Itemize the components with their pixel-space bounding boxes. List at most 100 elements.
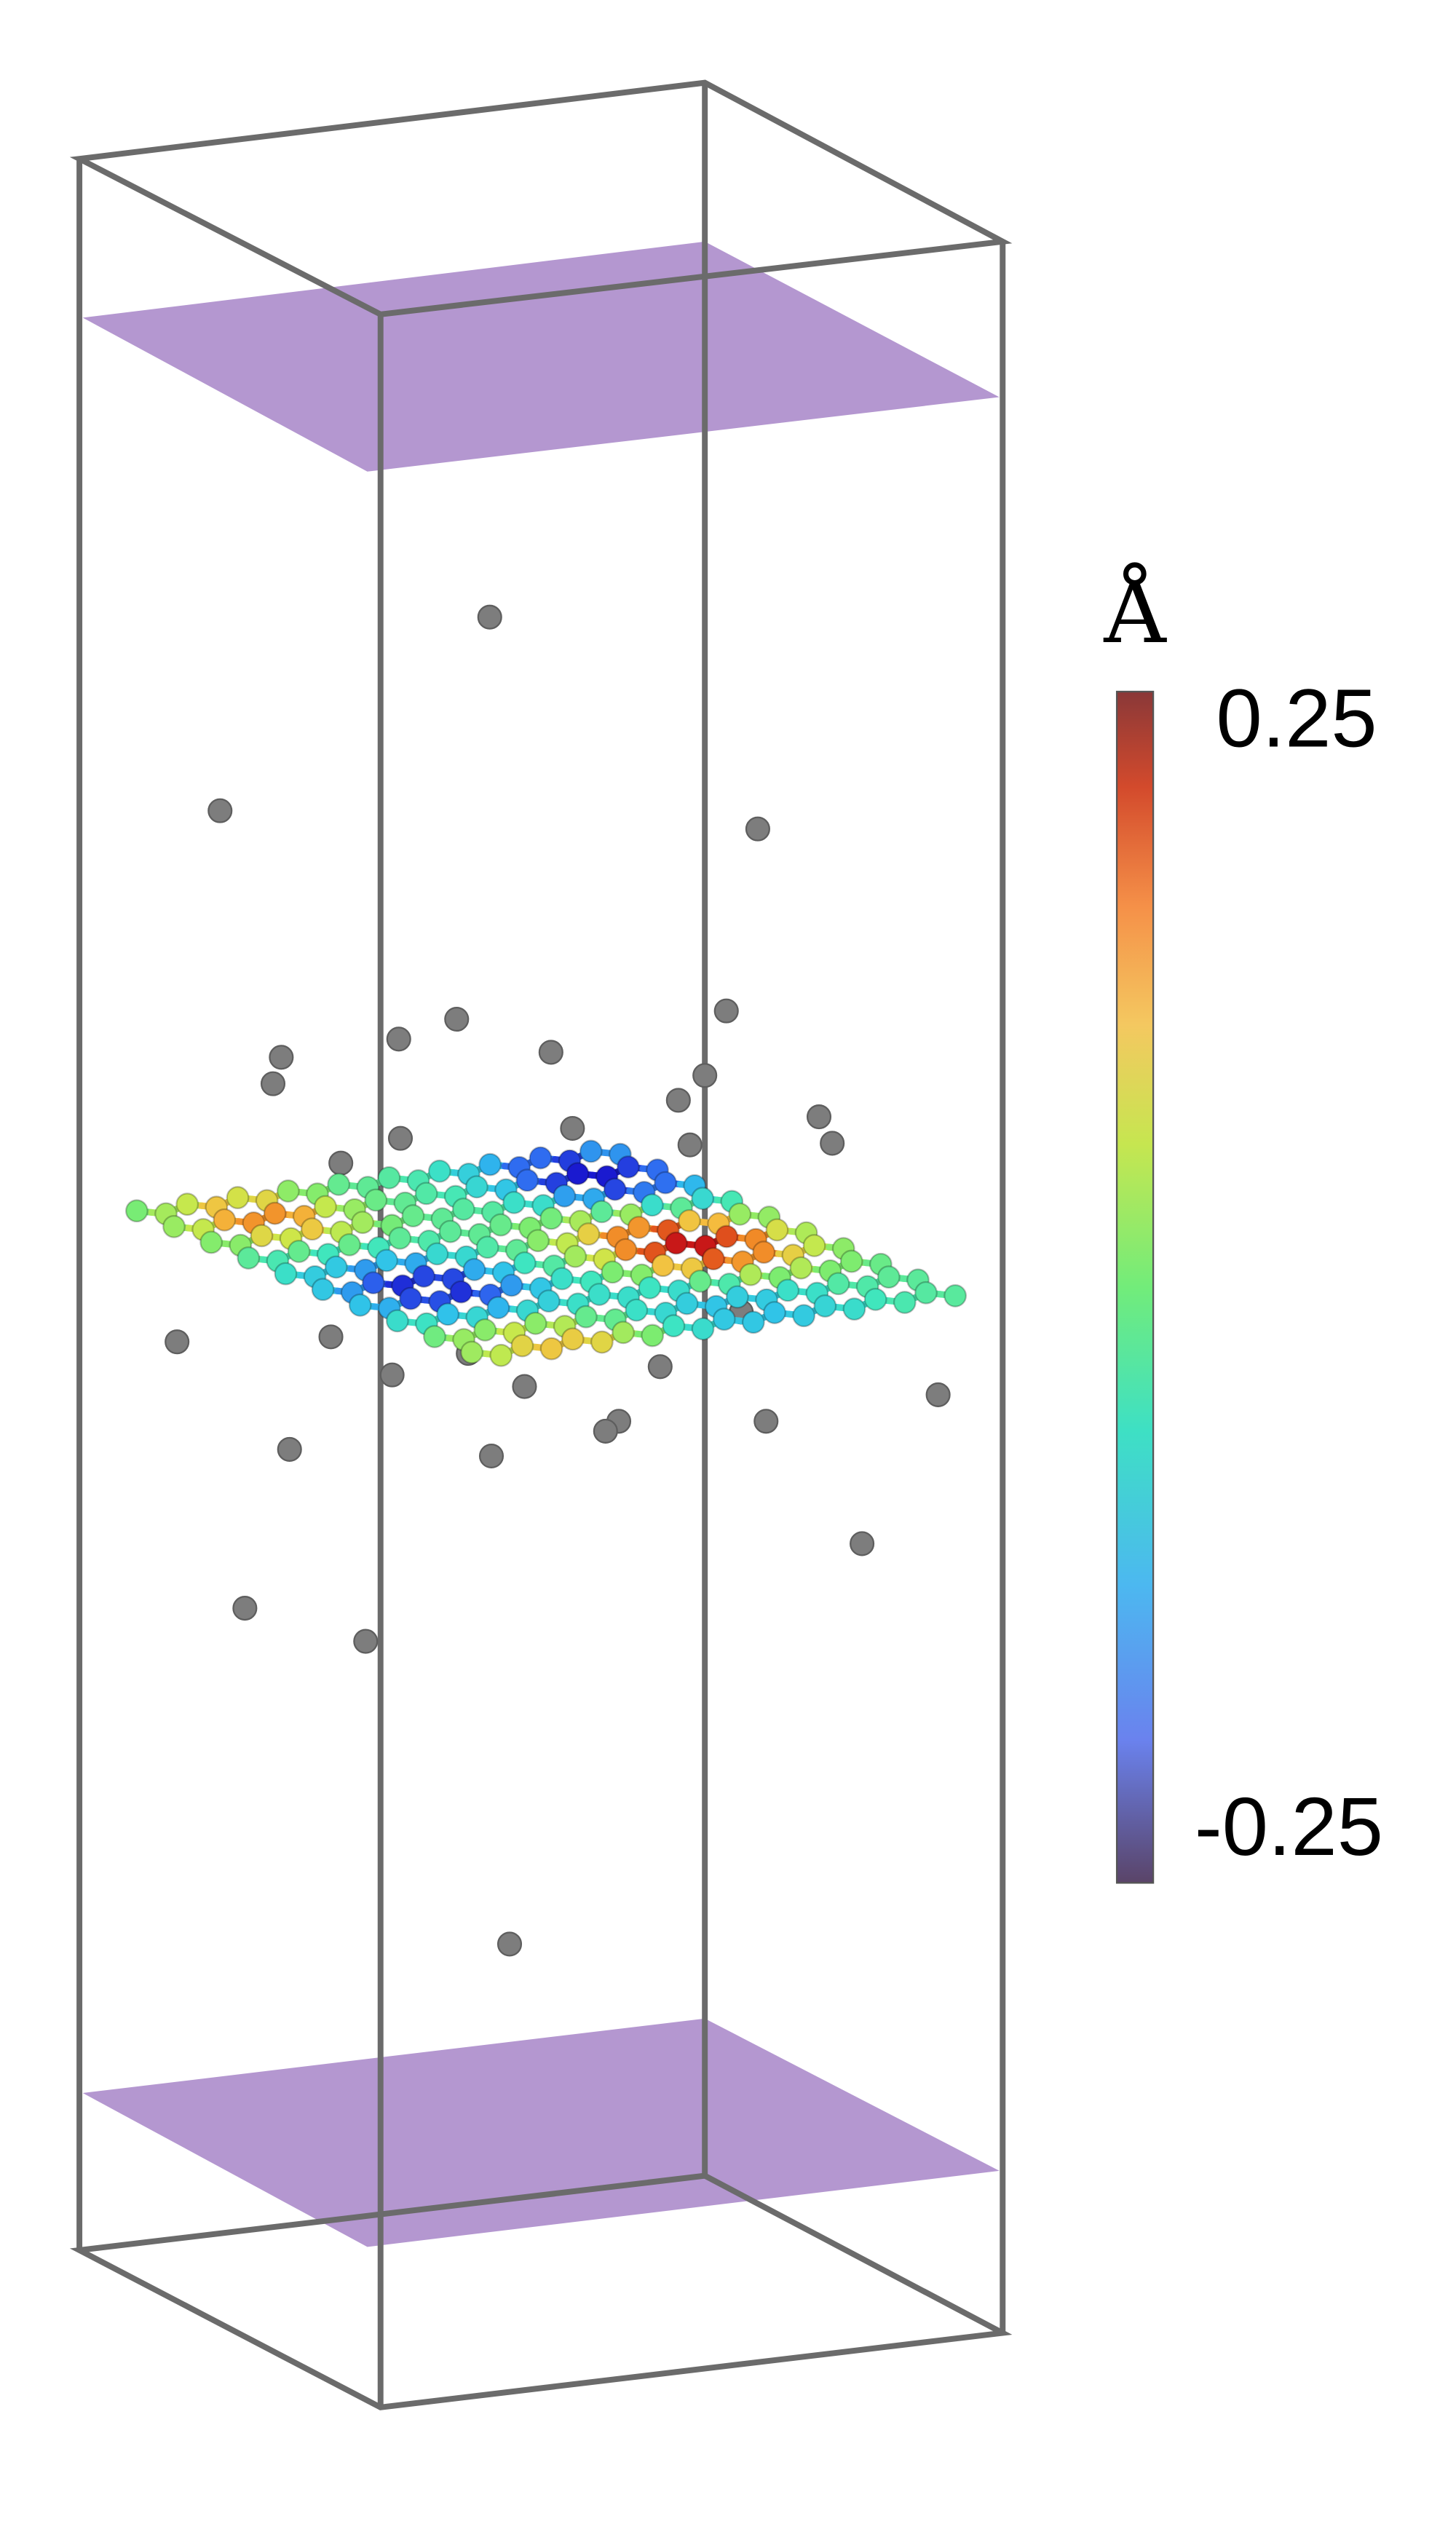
ion [386, 1026, 411, 1052]
carbon-atom [348, 1293, 372, 1317]
carbon-atom [438, 1219, 462, 1243]
ion [387, 1125, 414, 1151]
carbon-atom [213, 1208, 237, 1232]
carbon-atom [813, 1294, 837, 1318]
carbon-atom [414, 1182, 438, 1206]
carbon-atom [877, 1265, 901, 1289]
carbon-atom [436, 1302, 460, 1326]
colorbar-tick-label: -0.25 [1195, 1781, 1383, 1873]
top-plane [82, 241, 1000, 472]
carbon-atom [537, 1289, 561, 1313]
carbon-atom [741, 1310, 765, 1334]
colorbar-unit: Å [1103, 562, 1167, 662]
carbon-atom [300, 1217, 324, 1241]
carbon-atom [893, 1291, 917, 1314]
carbon-atom [473, 1318, 497, 1342]
carbon-atom [539, 1206, 563, 1230]
ion [753, 1409, 779, 1434]
carbon-atom [688, 1269, 712, 1293]
carbon-atom [616, 1155, 640, 1179]
carbon-atom [789, 1256, 813, 1280]
ion [379, 1362, 405, 1388]
carbon-atom [662, 1314, 686, 1338]
carbon-atom [654, 1171, 677, 1195]
ion [925, 1382, 951, 1407]
ion [745, 816, 770, 842]
carbon-atom [488, 1213, 513, 1237]
carbon-atom [451, 1198, 475, 1221]
carbon-atom [640, 1193, 664, 1217]
carbon-atom [263, 1201, 287, 1225]
ion [277, 1436, 302, 1462]
carbon-atom [826, 1272, 850, 1296]
carbon-atom [792, 1304, 816, 1328]
ion [165, 1329, 190, 1355]
carbon-atom [627, 1216, 651, 1239]
carbon-atom [462, 1258, 486, 1281]
carbon-atom [776, 1278, 800, 1302]
ion [260, 1071, 286, 1096]
carbon-atom [612, 1321, 635, 1345]
carbon-atom [175, 1192, 199, 1216]
carbon-atom [765, 1218, 789, 1242]
carbon-atom [943, 1284, 968, 1307]
carbon-atom [539, 1337, 563, 1361]
carbon-atom [311, 1278, 335, 1302]
bottom-plane [82, 2018, 1000, 2247]
carbon-atom [199, 1230, 223, 1254]
carbon-atom [601, 1260, 625, 1284]
carbon-atom [425, 1242, 449, 1266]
carbon-atom [338, 1233, 361, 1257]
carbon-atom [529, 1146, 553, 1170]
carbon-atom [124, 1199, 149, 1223]
carbon-atom [486, 1296, 510, 1320]
ion [353, 1629, 379, 1654]
carbon-atom [449, 1280, 473, 1304]
carbon-atom [603, 1177, 627, 1201]
carbon-atom [752, 1241, 776, 1264]
carbon-atom [712, 1307, 736, 1332]
carbon-atom [561, 1327, 585, 1351]
carbon-atom [763, 1301, 786, 1324]
carbon-atom [675, 1291, 699, 1315]
carbon-atom [641, 1324, 665, 1348]
carbon-atom [226, 1186, 250, 1209]
carbon-atom [399, 1286, 422, 1310]
carbon-atom [478, 1152, 502, 1176]
carbon-atom [324, 1255, 348, 1279]
carbon-atom [510, 1334, 534, 1358]
carbon-atom [513, 1251, 537, 1275]
carbon-atom [276, 1179, 300, 1203]
carbon-atom [327, 1172, 351, 1196]
carbon-atom [614, 1238, 638, 1262]
ion [232, 1596, 258, 1621]
carbon-atom [385, 1309, 409, 1333]
carbon-atom [563, 1244, 587, 1268]
carbon-atom [579, 1139, 603, 1163]
carbon-atom [715, 1224, 739, 1249]
carbon-atom [678, 1208, 701, 1233]
carbon-atom [638, 1276, 662, 1299]
ion [538, 1040, 563, 1065]
ions [165, 604, 951, 1957]
carbon-atom [574, 1305, 598, 1329]
carbon-atom [465, 1175, 488, 1199]
carbon-atom [314, 1195, 337, 1219]
carbon-atom [423, 1325, 446, 1348]
carbon-atom [250, 1224, 274, 1248]
scene [69, 79, 1013, 2410]
ion [677, 1132, 703, 1158]
ion [477, 604, 502, 630]
carbon-atom [351, 1211, 375, 1235]
carbon-atom [802, 1234, 826, 1257]
carbon-atom [587, 1283, 612, 1306]
ion [560, 1115, 585, 1142]
ion [328, 1150, 354, 1176]
carbon-atom [553, 1184, 577, 1208]
carbon-atom [590, 1330, 614, 1354]
carbon-atom [625, 1298, 649, 1322]
ion [806, 1104, 832, 1130]
carbon-atom [162, 1214, 186, 1238]
ion [647, 1354, 673, 1380]
